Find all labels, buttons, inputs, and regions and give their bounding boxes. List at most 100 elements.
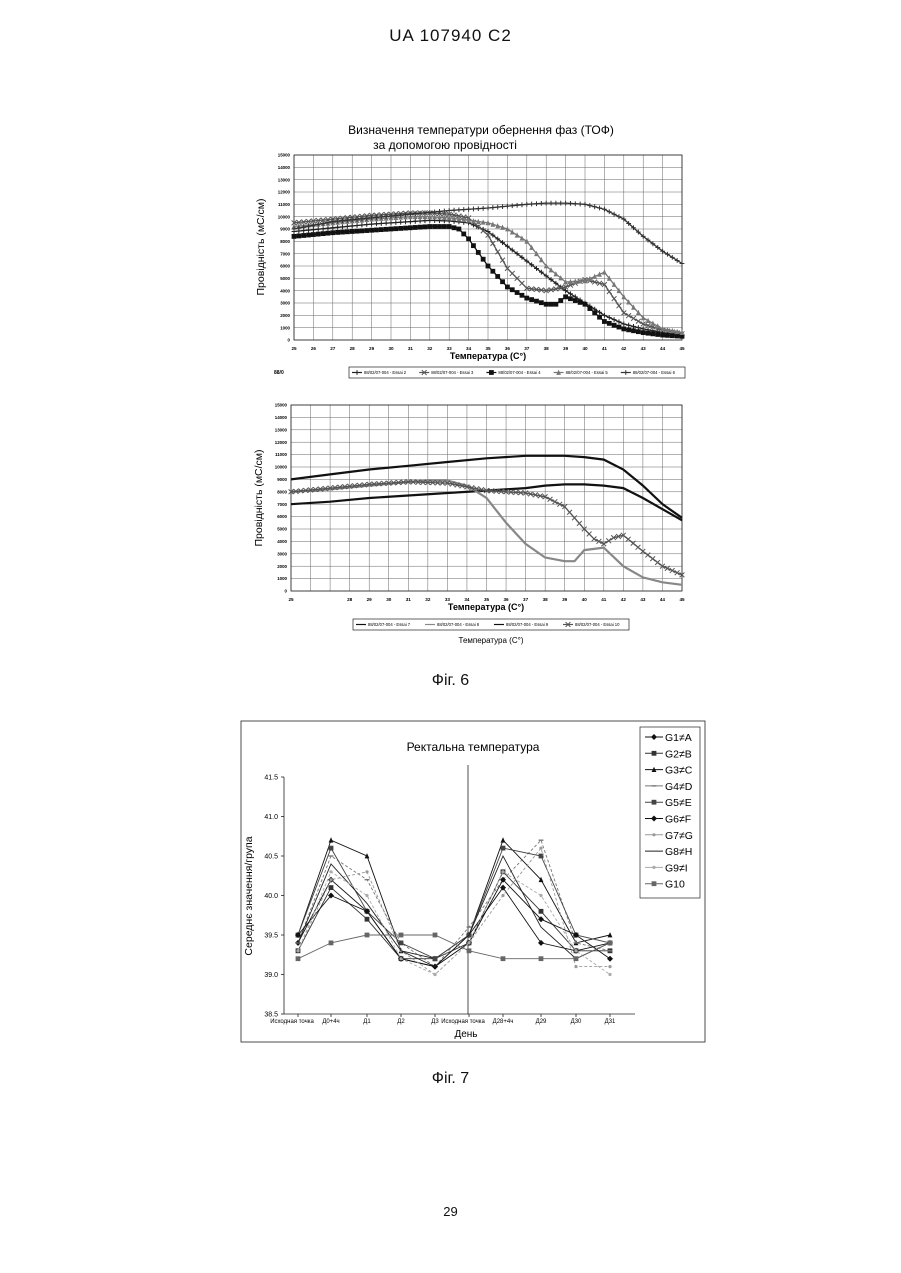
data-point xyxy=(646,238,651,243)
data-point xyxy=(433,956,438,961)
data-point xyxy=(457,214,462,219)
x-tick-label: 29 xyxy=(367,597,373,602)
x-tick-label: 39 xyxy=(563,346,569,351)
data-point xyxy=(474,486,479,491)
y-tick-label: 1000 xyxy=(277,576,287,581)
data-point xyxy=(607,289,612,294)
data-point xyxy=(408,211,413,216)
data-point xyxy=(340,219,345,224)
series-line xyxy=(298,935,610,959)
data-point xyxy=(539,847,542,850)
data-point xyxy=(513,490,518,495)
data-point xyxy=(665,331,670,336)
data-point xyxy=(316,232,321,237)
data-point xyxy=(311,223,316,228)
data-point xyxy=(563,288,568,293)
data-point xyxy=(587,203,592,208)
y-tick-label: 14000 xyxy=(278,165,291,170)
y-tick-label: 13000 xyxy=(278,177,291,182)
data-point xyxy=(311,219,316,224)
data-point xyxy=(413,211,418,216)
data-point xyxy=(621,327,626,332)
data-point xyxy=(573,281,578,286)
data-point xyxy=(301,223,306,228)
data-point xyxy=(548,497,553,502)
x-tick-label: 35 xyxy=(485,346,491,351)
data-point xyxy=(665,329,670,334)
data-point xyxy=(524,202,529,207)
data-point xyxy=(447,212,452,217)
data-point xyxy=(347,484,352,489)
data-point xyxy=(293,489,298,494)
data-point xyxy=(369,216,374,221)
data-point xyxy=(466,940,472,946)
data-point xyxy=(544,288,549,293)
data-point xyxy=(365,917,370,922)
x-tick-label: 45 xyxy=(679,346,685,351)
data-point xyxy=(350,215,355,220)
data-point xyxy=(646,327,651,332)
data-point xyxy=(568,201,573,206)
data-point xyxy=(529,297,534,302)
series-line xyxy=(291,484,682,520)
data-point xyxy=(602,319,607,324)
data-point xyxy=(636,230,641,235)
data-point xyxy=(501,869,506,874)
data-point xyxy=(597,281,602,286)
data-point xyxy=(301,220,306,225)
y-tick-label: 39.5 xyxy=(264,933,278,940)
legend-entry: G5≠E xyxy=(665,797,692,809)
data-point xyxy=(626,221,631,226)
series-2 xyxy=(296,869,613,961)
data-point xyxy=(384,221,389,226)
data-point xyxy=(403,212,408,217)
data-point xyxy=(538,940,544,946)
data-point xyxy=(329,885,334,890)
data-point xyxy=(651,241,656,246)
chart-title: Ректальна температура xyxy=(407,740,540,754)
data-point xyxy=(386,481,391,486)
legend-marker xyxy=(651,734,657,740)
data-point xyxy=(445,481,450,486)
data-point xyxy=(423,211,428,216)
data-point xyxy=(558,298,563,303)
data-point xyxy=(489,488,494,493)
data-point xyxy=(369,213,374,218)
x-tick-label: 32 xyxy=(427,346,433,351)
data-point xyxy=(597,271,602,276)
x-tick-label: 31 xyxy=(406,597,412,602)
legend-box xyxy=(640,727,700,898)
data-point xyxy=(495,223,500,228)
data-point xyxy=(544,201,549,206)
y-tick-label: 39.0 xyxy=(264,972,278,979)
data-point xyxy=(413,211,418,216)
data-point xyxy=(636,310,641,315)
data-point xyxy=(544,263,549,268)
data-point xyxy=(539,956,544,961)
x-tick-label: 39 xyxy=(562,597,568,602)
data-point xyxy=(365,933,370,938)
data-point xyxy=(529,202,534,207)
data-point xyxy=(515,290,520,295)
data-point xyxy=(329,878,332,881)
data-point xyxy=(607,315,612,320)
x-axis-label: Температура (С°) xyxy=(448,602,524,612)
data-point xyxy=(340,216,345,221)
data-point xyxy=(393,211,398,216)
data-point xyxy=(461,232,466,237)
data-point xyxy=(597,315,602,320)
data-point xyxy=(461,207,466,212)
data-point xyxy=(389,227,394,232)
data-point xyxy=(641,327,646,332)
data-point xyxy=(461,217,466,222)
legend-marker xyxy=(422,370,427,375)
data-point xyxy=(398,220,403,225)
x-tick-label: 38 xyxy=(544,346,550,351)
data-point xyxy=(427,211,432,216)
data-point xyxy=(432,211,437,216)
data-point xyxy=(636,329,641,334)
y-tick-label: 41.0 xyxy=(264,814,278,821)
y-tick-label: 0 xyxy=(285,589,288,594)
data-point xyxy=(289,489,294,494)
data-point xyxy=(573,932,579,938)
